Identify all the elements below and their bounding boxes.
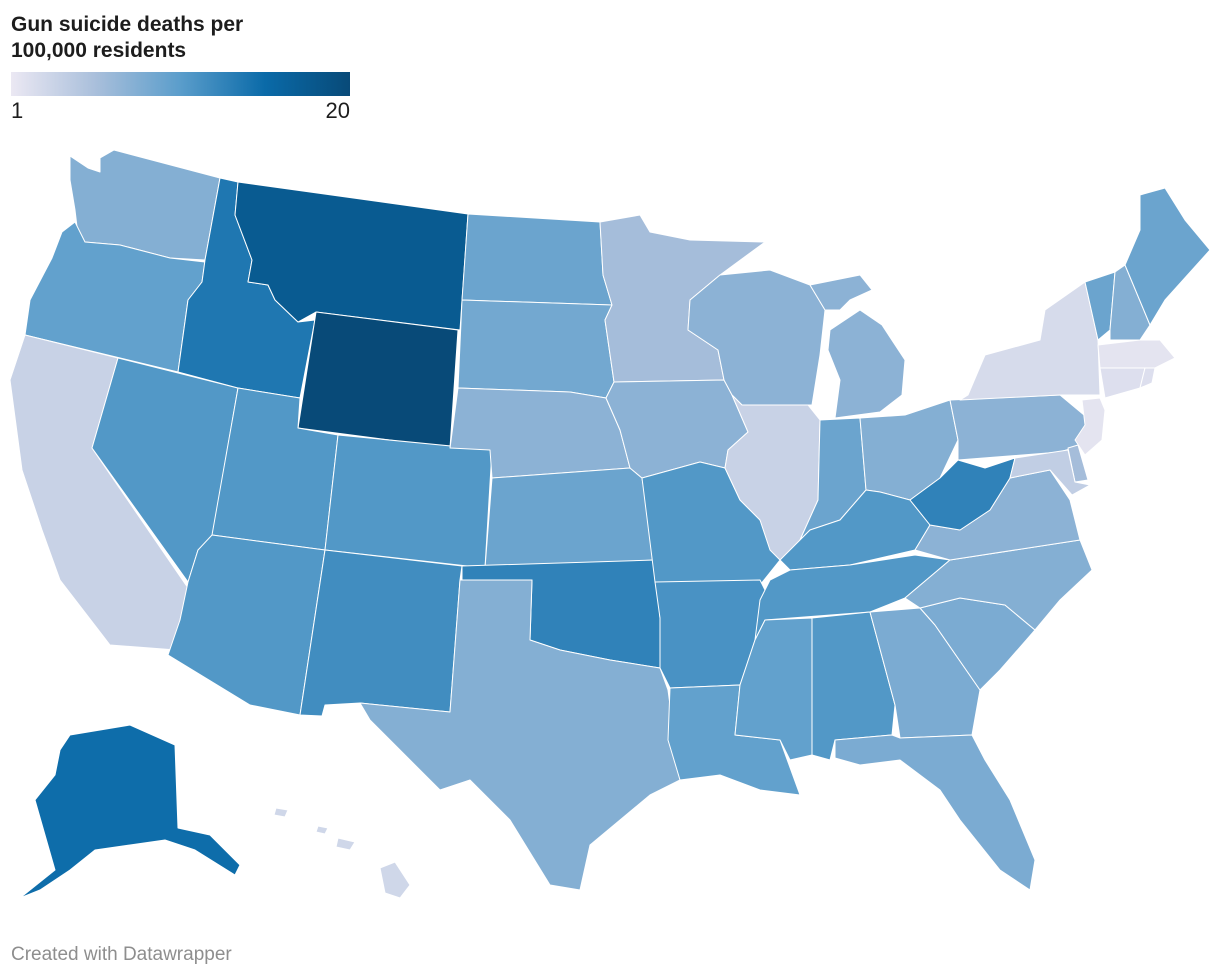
- state-south-dakota[interactable]: [457, 299, 615, 399]
- state-illinois[interactable]: [724, 394, 821, 566]
- legend: Gun suicide deaths per 100,000 residents…: [11, 12, 351, 126]
- state-michigan[interactable]: [809, 274, 906, 419]
- state-colorado[interactable]: [324, 434, 493, 569]
- legend-ticks: 1 20: [11, 98, 351, 126]
- state-texas[interactable]: [359, 579, 681, 891]
- state-west-virginia[interactable]: [909, 457, 1016, 531]
- state-connecticut[interactable]: [1099, 367, 1146, 399]
- legend-color-scale: [11, 72, 350, 96]
- legend-title: Gun suicide deaths per 100,000 residents: [11, 13, 244, 62]
- state-new-jersey[interactable]: [1074, 397, 1106, 456]
- state-alaska[interactable]: [19, 724, 241, 899]
- state-kansas[interactable]: [484, 467, 656, 569]
- state-massachusetts[interactable]: [1097, 339, 1176, 369]
- credit-text: Created with Datawrapper: [11, 944, 232, 965]
- legend-min-label: 1: [11, 98, 24, 123]
- state-washington[interactable]: [69, 149, 221, 261]
- state-maryland[interactable]: [1009, 449, 1091, 496]
- state-hawaii[interactable]: [273, 807, 411, 899]
- legend-max-label: 20: [325, 98, 350, 123]
- state-north-dakota[interactable]: [461, 213, 613, 306]
- state-wyoming[interactable]: [297, 311, 459, 449]
- state-wisconsin[interactable]: [687, 269, 826, 406]
- state-new-york[interactable]: [959, 281, 1101, 401]
- state-rhode-island[interactable]: [1139, 367, 1156, 389]
- state-florida[interactable]: [834, 734, 1036, 891]
- state-new-mexico[interactable]: [299, 549, 463, 717]
- state-maine[interactable]: [1124, 187, 1211, 326]
